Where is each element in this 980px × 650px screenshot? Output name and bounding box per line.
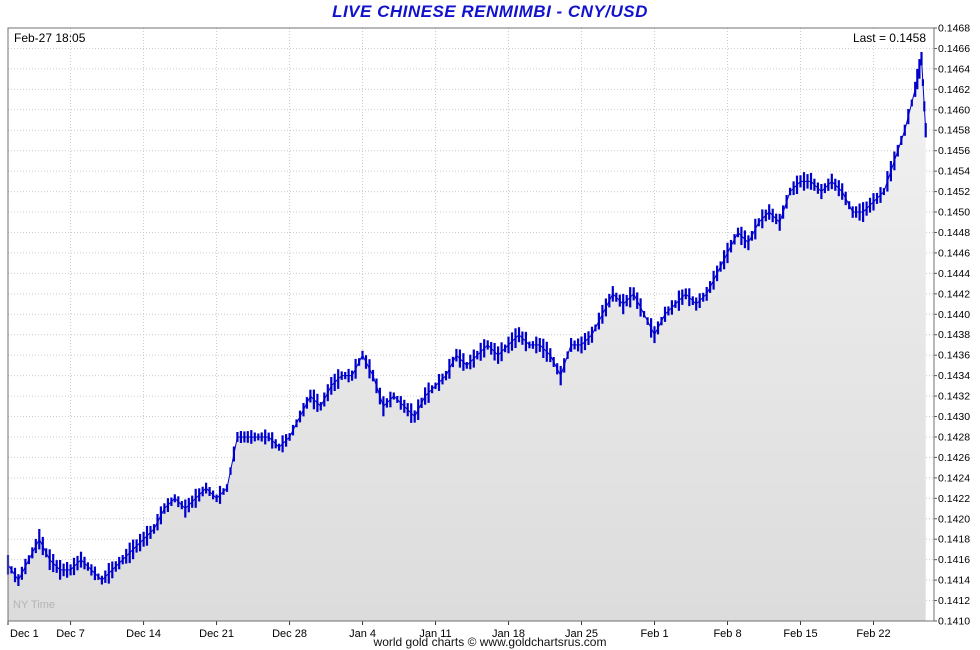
y-axis-labels: 0.1410 0.1412 0.1414 0.1416 0.1418 0.1420 0.14…	[934, 23, 970, 628]
tick-bars	[6, 52, 927, 586]
svg-text:0.1436: 0.1436	[938, 350, 970, 362]
svg-text:Dec 14: Dec 14	[126, 628, 161, 640]
svg-text:0.1466: 0.1466	[938, 43, 970, 55]
chart-title: LIVE CHINESE RENMIMBI - CNY/USD	[332, 2, 648, 21]
svg-text:0.1460: 0.1460	[938, 104, 970, 116]
svg-text:0.1442: 0.1442	[938, 288, 970, 300]
svg-text:0.1450: 0.1450	[938, 207, 970, 219]
svg-text:0.1428: 0.1428	[938, 431, 970, 443]
svg-text:0.1458: 0.1458	[938, 125, 970, 137]
svg-text:Dec 21: Dec 21	[199, 628, 234, 640]
svg-text:Dec 7: Dec 7	[56, 628, 85, 640]
x-axis: Dec 1 Dec 7 Dec 14 Dec 21 Dec 28 Jan 4 Jan 11 J…	[7, 621, 891, 640]
svg-text:0.1464: 0.1464	[938, 63, 970, 75]
svg-text:0.1438: 0.1438	[938, 329, 970, 341]
svg-text:0.1430: 0.1430	[938, 411, 970, 423]
svg-text:0.1416: 0.1416	[938, 554, 970, 566]
svg-text:0.1412: 0.1412	[938, 595, 970, 607]
area-fill	[8, 58, 926, 621]
svg-text:Feb 1: Feb 1	[640, 628, 668, 640]
svg-text:0.1446: 0.1446	[938, 247, 970, 259]
footer-credit: world gold charts © www.goldchartsrus.co…	[373, 635, 607, 649]
svg-text:0.1456: 0.1456	[938, 145, 970, 157]
last-price-label: Last = 0.1458	[850, 31, 928, 45]
svg-text:0.1448: 0.1448	[938, 227, 970, 239]
ny-time-watermark: NY Time	[13, 599, 55, 611]
svg-text:Jan 11: Jan 11	[419, 628, 451, 640]
svg-text:0.1410: 0.1410	[938, 616, 970, 628]
svg-text:Jan 4: Jan 4	[349, 628, 376, 640]
timestamp-label: Feb-27 18:05	[14, 31, 86, 45]
svg-text:Dec 28: Dec 28	[272, 628, 307, 640]
svg-text:0.1454: 0.1454	[938, 166, 970, 178]
svg-text:Feb 8: Feb 8	[713, 628, 741, 640]
svg-text:0.1424: 0.1424	[938, 472, 970, 484]
svg-text:Feb 15: Feb 15	[783, 628, 817, 640]
svg-text:0.1420: 0.1420	[938, 513, 970, 525]
svg-text:Jan 18: Jan 18	[492, 628, 525, 640]
plot-border	[7, 27, 935, 622]
svg-text:0.1468: 0.1468	[938, 23, 970, 35]
svg-text:0.1440: 0.1440	[938, 309, 970, 321]
svg-text:0.1418: 0.1418	[938, 534, 970, 546]
svg-text:Feb 22: Feb 22	[856, 628, 890, 640]
svg-text:Dec 1: Dec 1	[10, 628, 39, 640]
svg-text:0.1434: 0.1434	[938, 370, 970, 382]
svg-text:0.1452: 0.1452	[938, 186, 970, 198]
svg-text:0.1432: 0.1432	[938, 391, 970, 403]
svg-text:0.1414: 0.1414	[938, 575, 970, 587]
svg-text:0.1426: 0.1426	[938, 452, 970, 464]
svg-text:0.1462: 0.1462	[938, 84, 970, 96]
svg-text:Jan 25: Jan 25	[565, 628, 598, 640]
svg-text:0.1444: 0.1444	[938, 268, 970, 280]
svg-text:0.1422: 0.1422	[938, 493, 970, 505]
price-line	[7, 58, 927, 582]
